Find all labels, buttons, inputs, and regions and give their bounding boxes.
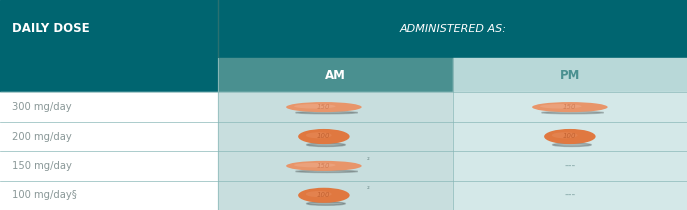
Bar bbox=[0, 0, 218, 58]
Ellipse shape bbox=[286, 161, 361, 171]
Bar bbox=[218, 181, 453, 210]
Ellipse shape bbox=[541, 112, 604, 114]
Text: 100: 100 bbox=[563, 134, 576, 139]
Ellipse shape bbox=[298, 188, 350, 203]
Bar bbox=[0, 151, 218, 181]
Ellipse shape bbox=[552, 143, 592, 147]
Ellipse shape bbox=[294, 104, 336, 109]
Text: 100: 100 bbox=[317, 192, 330, 198]
Bar bbox=[0, 181, 218, 210]
Bar bbox=[218, 92, 453, 122]
Bar bbox=[453, 58, 687, 92]
Text: 100: 100 bbox=[317, 134, 330, 139]
Text: 100 mg/day§: 100 mg/day§ bbox=[12, 190, 77, 200]
Text: 150: 150 bbox=[317, 163, 330, 169]
Text: 200 mg/day: 200 mg/day bbox=[12, 131, 72, 142]
Bar bbox=[218, 0, 687, 58]
Text: AM: AM bbox=[325, 69, 346, 81]
Bar bbox=[0, 58, 218, 92]
Bar bbox=[218, 151, 453, 181]
Ellipse shape bbox=[544, 129, 596, 144]
Text: 150 mg/day: 150 mg/day bbox=[12, 161, 72, 171]
Ellipse shape bbox=[306, 202, 346, 205]
Text: PM: PM bbox=[560, 69, 580, 81]
Ellipse shape bbox=[295, 170, 358, 173]
Text: 150: 150 bbox=[317, 104, 330, 110]
Ellipse shape bbox=[306, 132, 332, 138]
Ellipse shape bbox=[286, 102, 361, 112]
Bar bbox=[453, 151, 687, 181]
Bar bbox=[0, 92, 218, 122]
Ellipse shape bbox=[306, 191, 332, 197]
Text: ²: ² bbox=[366, 187, 370, 193]
Ellipse shape bbox=[298, 129, 350, 144]
Ellipse shape bbox=[540, 104, 582, 109]
Ellipse shape bbox=[306, 143, 346, 147]
Ellipse shape bbox=[532, 102, 607, 112]
Bar bbox=[218, 58, 453, 92]
Bar bbox=[0, 122, 218, 151]
Ellipse shape bbox=[295, 112, 358, 114]
Bar bbox=[453, 92, 687, 122]
Ellipse shape bbox=[294, 163, 336, 167]
Text: 150: 150 bbox=[563, 104, 576, 110]
Ellipse shape bbox=[552, 132, 578, 138]
Text: ADMINISTERED AS:: ADMINISTERED AS: bbox=[399, 24, 506, 34]
Text: DAILY DOSE: DAILY DOSE bbox=[12, 22, 90, 35]
Text: ---: --- bbox=[564, 161, 576, 170]
Text: ---: --- bbox=[564, 191, 576, 200]
Text: ²: ² bbox=[366, 158, 370, 164]
Text: 300 mg/day: 300 mg/day bbox=[12, 102, 72, 112]
Bar bbox=[453, 181, 687, 210]
Bar bbox=[218, 122, 453, 151]
Bar bbox=[453, 122, 687, 151]
